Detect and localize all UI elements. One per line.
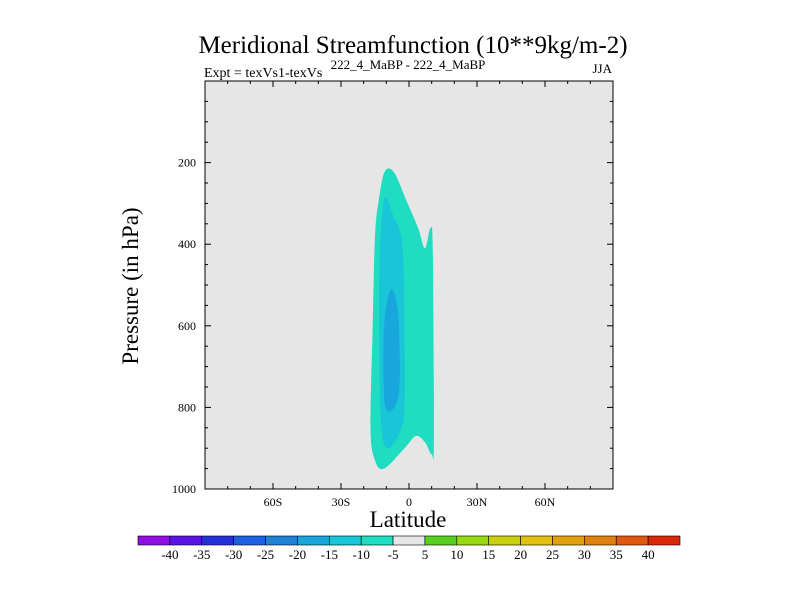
colorbar-label: 35 bbox=[610, 547, 623, 562]
colorbar-label: -20 bbox=[289, 547, 306, 562]
x-axis-label: Latitude bbox=[370, 507, 447, 532]
contour-region-3 bbox=[383, 288, 400, 412]
colorbar-label: 5 bbox=[422, 547, 429, 562]
colorbar-label: -10 bbox=[353, 547, 370, 562]
colorbar-label: 30 bbox=[578, 547, 591, 562]
colorbar-swatch bbox=[169, 535, 203, 546]
x-tick-label: 60S bbox=[264, 495, 283, 509]
y-tick-label: 800 bbox=[178, 400, 196, 414]
colorbar-label: -15 bbox=[321, 547, 338, 562]
chart-subtitle-left: Expt = texVs1-texVs bbox=[204, 66, 322, 81]
colorbar-swatch bbox=[456, 535, 490, 546]
y-tick-label: 400 bbox=[178, 237, 196, 251]
colorbar-label: 20 bbox=[514, 547, 527, 562]
y-tick-label: 200 bbox=[178, 156, 196, 170]
colorbar-label: -30 bbox=[225, 547, 242, 562]
colorbar-swatch bbox=[647, 535, 681, 546]
colorbar-label: 15 bbox=[482, 547, 495, 562]
colorbar-swatch bbox=[520, 535, 553, 546]
colorbar-label: -25 bbox=[257, 547, 274, 562]
colorbar-swatch bbox=[265, 535, 298, 546]
x-tick-label: 30S bbox=[332, 495, 351, 509]
colorbar-label: 25 bbox=[546, 547, 559, 562]
colorbar-swatch bbox=[552, 535, 585, 546]
colorbar-label: -35 bbox=[193, 547, 210, 562]
colorbar-swatch bbox=[360, 535, 394, 546]
y-tick-label: 600 bbox=[178, 319, 196, 333]
colorbar-swatch bbox=[297, 535, 330, 546]
colorbar-swatch bbox=[201, 535, 234, 546]
colorbar-label: -5 bbox=[388, 547, 399, 562]
x-tick-label: 30N bbox=[467, 495, 488, 509]
x-tick-label: 0 bbox=[406, 495, 412, 509]
colorbar-swatch bbox=[488, 535, 521, 546]
colorbar-label: -40 bbox=[161, 547, 178, 562]
colorbar-swatch bbox=[233, 535, 266, 546]
contour-regions bbox=[370, 168, 434, 470]
colorbar: -40 -35 -30 -25 -20 -15 -10 -5 5 10 15 20 25 30 35 40 bbox=[137, 535, 681, 562]
chart-season-label: JJA bbox=[592, 61, 612, 76]
y-tick-label: 1000 bbox=[172, 482, 196, 496]
colorbar-swatch bbox=[584, 535, 617, 546]
colorbar-swatch bbox=[328, 535, 362, 546]
colorbar-label: 10 bbox=[450, 547, 463, 562]
colorbar-swatch bbox=[615, 535, 649, 546]
colorbar-swatch bbox=[392, 535, 426, 546]
y-axis-label: Pressure (in hPa) bbox=[118, 207, 143, 364]
colorbar-label: 40 bbox=[642, 547, 655, 562]
x-tick-label: 60N bbox=[535, 495, 556, 509]
colorbar-swatch bbox=[137, 535, 171, 546]
chart-subtitle-center: 222_4_MaBP - 222_4_MaBP bbox=[331, 57, 486, 72]
axis-tick-labels: 60S 30S 0 30N 60N 200 400 600 800 1000 bbox=[172, 156, 556, 509]
axis-ticks bbox=[204, 80, 614, 490]
chart-title: Meridional Streamfunction (10**9kg/m-2) bbox=[198, 32, 627, 59]
colorbar-swatch bbox=[424, 535, 458, 546]
